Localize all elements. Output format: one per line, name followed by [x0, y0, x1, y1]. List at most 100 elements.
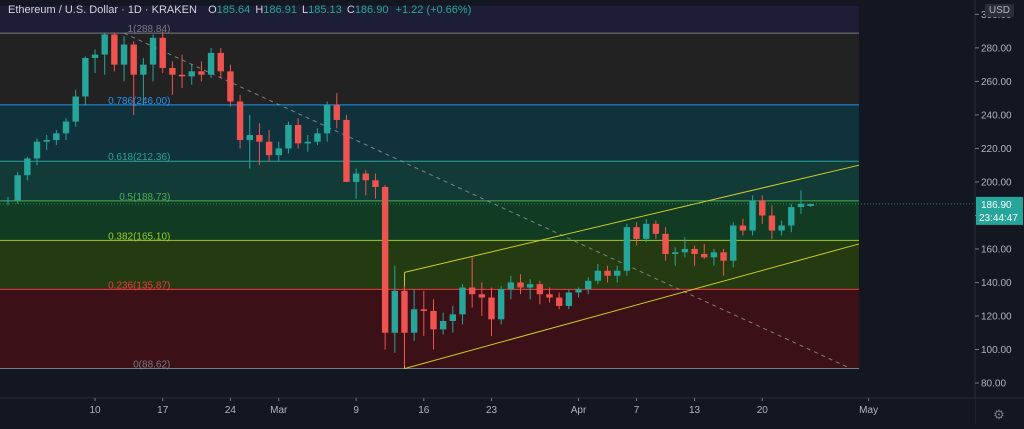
time-tick-label: Mar: [270, 405, 288, 416]
channel-lower-line[interactable]: [404, 243, 860, 370]
candle-body: [401, 290, 408, 333]
candle[interactable]: [652, 220, 660, 239]
candle[interactable]: [343, 114, 350, 182]
candle[interactable]: [72, 89, 79, 127]
candle[interactable]: [275, 141, 282, 162]
candle[interactable]: [149, 34, 157, 82]
candle[interactable]: [517, 274, 524, 295]
candle[interactable]: [672, 247, 679, 266]
candle[interactable]: [633, 222, 640, 246]
candle[interactable]: [594, 264, 602, 285]
candle[interactable]: [256, 123, 263, 166]
candle[interactable]: [62, 118, 70, 141]
candle[interactable]: [797, 190, 805, 214]
candle[interactable]: [701, 243, 708, 260]
candle[interactable]: [381, 185, 389, 350]
candle[interactable]: [720, 248, 727, 276]
candle[interactable]: [691, 245, 698, 266]
candle[interactable]: [130, 41, 137, 115]
candle[interactable]: [410, 289, 418, 342]
candle[interactable]: [546, 287, 553, 303]
candle[interactable]: [730, 222, 737, 268]
candle[interactable]: [188, 64, 195, 85]
candle[interactable]: [169, 61, 176, 95]
candle[interactable]: [53, 129, 60, 146]
fib-label-1: 0.786(246.00): [108, 96, 170, 107]
candle[interactable]: [91, 49, 99, 74]
candle[interactable]: [478, 282, 486, 316]
candle[interactable]: [227, 64, 234, 107]
candle[interactable]: [468, 257, 476, 308]
candle[interactable]: [778, 220, 785, 236]
candle[interactable]: [459, 284, 466, 325]
candle-body: [672, 252, 679, 254]
symbol-title[interactable]: Ethereum / U.S. Dollar · 1D · KRAKEN: [8, 4, 197, 16]
candle[interactable]: [285, 121, 292, 154]
candle[interactable]: [430, 299, 437, 350]
candle[interactable]: [768, 205, 776, 239]
candle[interactable]: [4, 197, 12, 206]
candle[interactable]: [555, 292, 563, 310]
descending-trendline[interactable]: [123, 32, 850, 369]
candle[interactable]: [759, 195, 766, 224]
candle[interactable]: [178, 54, 186, 89]
candle[interactable]: [614, 265, 621, 283]
candle[interactable]: [623, 223, 631, 276]
candle[interactable]: [236, 94, 244, 149]
candle[interactable]: [401, 285, 408, 367]
candle[interactable]: [788, 203, 795, 233]
candle[interactable]: [101, 32, 108, 75]
candle[interactable]: [681, 237, 689, 258]
candle[interactable]: [488, 287, 495, 337]
candle[interactable]: [449, 305, 457, 333]
candle[interactable]: [207, 47, 215, 79]
candle[interactable]: [662, 227, 669, 261]
candle[interactable]: [643, 218, 650, 243]
candle[interactable]: [140, 57, 147, 105]
candle[interactable]: [159, 31, 166, 74]
candle[interactable]: [33, 138, 41, 166]
candle[interactable]: [304, 135, 311, 152]
candle[interactable]: [362, 170, 369, 196]
candle[interactable]: [333, 93, 340, 129]
candle[interactable]: [43, 135, 50, 151]
candle[interactable]: [314, 128, 321, 146]
candle[interactable]: [323, 101, 331, 142]
candle[interactable]: [14, 171, 21, 204]
candles-layer[interactable]: [4, 31, 814, 367]
candle[interactable]: [710, 248, 718, 266]
candle[interactable]: [565, 289, 573, 310]
candle[interactable]: [739, 218, 747, 236]
candle[interactable]: [352, 168, 360, 199]
candle-body: [294, 124, 302, 144]
candle[interactable]: [217, 47, 224, 79]
candle[interactable]: [526, 279, 534, 300]
candle[interactable]: [82, 56, 89, 105]
candle[interactable]: [420, 290, 428, 337]
candle[interactable]: [391, 265, 398, 353]
candle[interactable]: [246, 114, 253, 169]
candle[interactable]: [536, 280, 544, 305]
candle[interactable]: [604, 265, 611, 283]
candle[interactable]: [507, 275, 515, 300]
candle-body: [314, 133, 321, 142]
gear-icon[interactable]: ⚙: [993, 407, 1005, 422]
currency-badge[interactable]: USD: [984, 4, 1014, 17]
candle[interactable]: [372, 173, 379, 199]
candle[interactable]: [439, 312, 447, 335]
channel-upper-line[interactable]: [404, 164, 860, 273]
candle[interactable]: [585, 277, 592, 295]
candle[interactable]: [575, 287, 582, 298]
candle[interactable]: [749, 195, 756, 236]
candle[interactable]: [497, 285, 505, 325]
candle[interactable]: [111, 32, 118, 72]
candle[interactable]: [294, 118, 302, 149]
time-axis[interactable]: 10 17 24 Mar 9 16 23 Apr 7 13 20 May: [0, 397, 1024, 424]
candle[interactable]: [265, 129, 273, 162]
candle-body: [778, 225, 785, 231]
candle[interactable]: [198, 61, 205, 82]
candle[interactable]: [24, 156, 31, 181]
candle[interactable]: [120, 36, 128, 82]
